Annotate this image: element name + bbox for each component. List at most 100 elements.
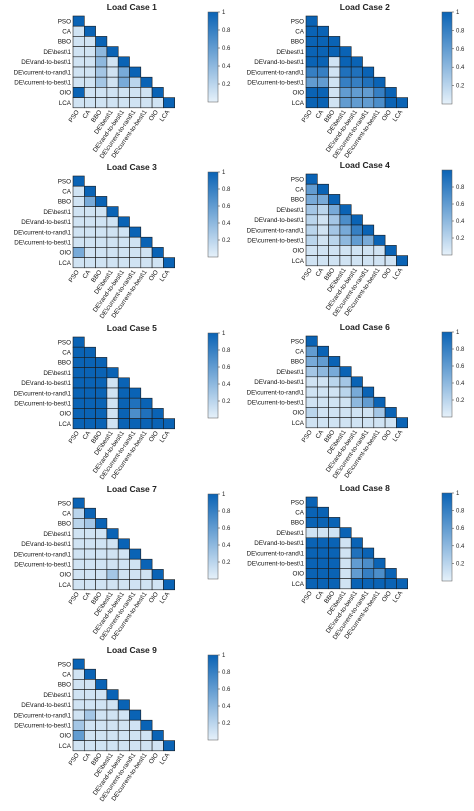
heatmap-cell xyxy=(328,224,341,236)
heatmap-panel-5: Load Case 5PSOCABBODE\best\1DE\rand-to-b… xyxy=(14,323,231,481)
row-label: BBO xyxy=(58,199,71,206)
colorbar-tick-label: 0.8 xyxy=(456,28,465,34)
heatmap-cell xyxy=(84,97,96,109)
colorbar-tick-label: 0.2 xyxy=(222,560,231,566)
colorbar-tick-label: 0.8 xyxy=(456,509,465,515)
heatmap-cell xyxy=(129,236,142,248)
heatmap-cell xyxy=(316,66,329,78)
row-label: PSO xyxy=(291,338,304,345)
heatmap-cell xyxy=(339,376,352,388)
heatmap-cell xyxy=(384,417,397,429)
heatmap-cell xyxy=(305,396,318,408)
heatmap-cell xyxy=(72,196,85,207)
heatmap-cell xyxy=(305,335,318,347)
heatmap-cell xyxy=(84,226,96,238)
heatmap-cell xyxy=(84,216,96,228)
heatmap-cell xyxy=(72,226,85,238)
heatmap-cell xyxy=(163,740,175,752)
heatmap-cell xyxy=(328,87,341,98)
heatmap-cell xyxy=(117,579,130,591)
heatmap-panel-6: Load Case 6PSOCABBODE\best\1DE\rand-to-b… xyxy=(247,322,465,480)
heatmap-cell xyxy=(72,257,85,269)
colorbar-tick-label: 0.6 xyxy=(222,526,231,532)
heatmap-cell xyxy=(106,709,119,721)
heatmap-cell xyxy=(305,245,318,256)
heatmap-cell xyxy=(339,366,352,378)
heatmap-cell xyxy=(95,719,108,731)
heatmap-cell xyxy=(84,730,96,741)
heatmap-cell xyxy=(117,408,130,419)
heatmap-cell xyxy=(129,397,142,409)
heatmap-cell xyxy=(316,204,329,216)
heatmap-cell xyxy=(305,547,318,559)
heatmap-cell xyxy=(151,408,164,419)
heatmap-cell xyxy=(117,548,130,560)
heatmap-cell xyxy=(117,719,130,731)
row-label: LCA xyxy=(292,420,305,427)
heatmap-cell xyxy=(350,255,363,267)
heatmap-cell xyxy=(339,46,352,58)
heatmap-cell xyxy=(95,548,108,560)
heatmap-cell xyxy=(339,214,352,226)
column-label: OIO xyxy=(148,109,160,123)
heatmap-cell xyxy=(328,417,341,429)
heatmap-cell xyxy=(95,418,108,430)
heatmap-cell xyxy=(305,255,318,267)
column-label: LCA xyxy=(158,429,171,444)
heatmap-cell xyxy=(95,206,108,218)
heatmap-cell xyxy=(72,76,85,88)
chart-title: Load Case 4 xyxy=(340,160,390,170)
heatmap-cell xyxy=(84,699,96,711)
heatmap-cell xyxy=(106,408,119,419)
heatmap-cell xyxy=(95,730,108,741)
heatmap-cell xyxy=(305,517,318,528)
heatmap-cell xyxy=(95,408,108,419)
colorbar-tick-label: 0.4 xyxy=(222,382,231,388)
heatmap-cell xyxy=(362,87,375,98)
heatmap-cell xyxy=(84,346,96,358)
row-label: DE\best\1 xyxy=(276,49,304,56)
heatmap-cell xyxy=(140,719,153,731)
row-label: DE\rand-to-best\1 xyxy=(254,379,304,386)
heatmap-cell xyxy=(117,538,130,550)
heatmap-cell xyxy=(384,407,397,418)
heatmap-cell xyxy=(95,518,108,529)
heatmap-cell xyxy=(339,204,352,216)
heatmap-cell xyxy=(72,397,85,409)
heatmap-cell xyxy=(316,76,329,88)
heatmap-cell xyxy=(95,216,108,228)
colorbar xyxy=(441,11,453,105)
heatmap-cell xyxy=(328,517,341,528)
heatmap-panel-8: Load Case 8PSOCABBODE\best\1DE\rand-to-b… xyxy=(247,483,465,641)
heatmap-cell xyxy=(84,579,96,591)
heatmap-cell xyxy=(350,396,363,408)
heatmap-cell xyxy=(129,408,142,419)
heatmap-cell xyxy=(362,557,375,569)
heatmap-cell xyxy=(328,46,341,58)
heatmap-cell xyxy=(305,376,318,388)
heatmap-cell xyxy=(316,345,329,357)
row-label: DE\current-to-rand\1 xyxy=(247,550,305,557)
heatmap-cell xyxy=(350,214,363,226)
heatmap-cell xyxy=(95,97,108,109)
colorbar-tick-label: 1 xyxy=(456,10,460,16)
heatmap-cell xyxy=(396,97,408,109)
row-label: CA xyxy=(62,29,72,36)
heatmap-cell xyxy=(106,719,119,731)
heatmap-cell xyxy=(106,216,119,228)
row-label: LCA xyxy=(59,100,72,107)
heatmap-cell xyxy=(339,97,352,109)
colorbar-tick-label: 1 xyxy=(222,331,226,337)
heatmap-cell xyxy=(72,185,85,197)
heatmap-cell xyxy=(72,25,85,37)
heatmap-cell xyxy=(350,245,363,256)
heatmap-cell xyxy=(129,548,142,560)
heatmap-cell xyxy=(305,214,318,226)
column-label: LCA xyxy=(158,268,171,283)
heatmap-panel-7: Load Case 7PSOCABBODE\best\1DE\rand-to-b… xyxy=(14,484,231,642)
row-label: OIO xyxy=(59,572,71,579)
heatmap-cell xyxy=(140,418,153,430)
row-label: DE\current-to-best\1 xyxy=(14,240,71,247)
heatmap-cell xyxy=(140,579,153,591)
